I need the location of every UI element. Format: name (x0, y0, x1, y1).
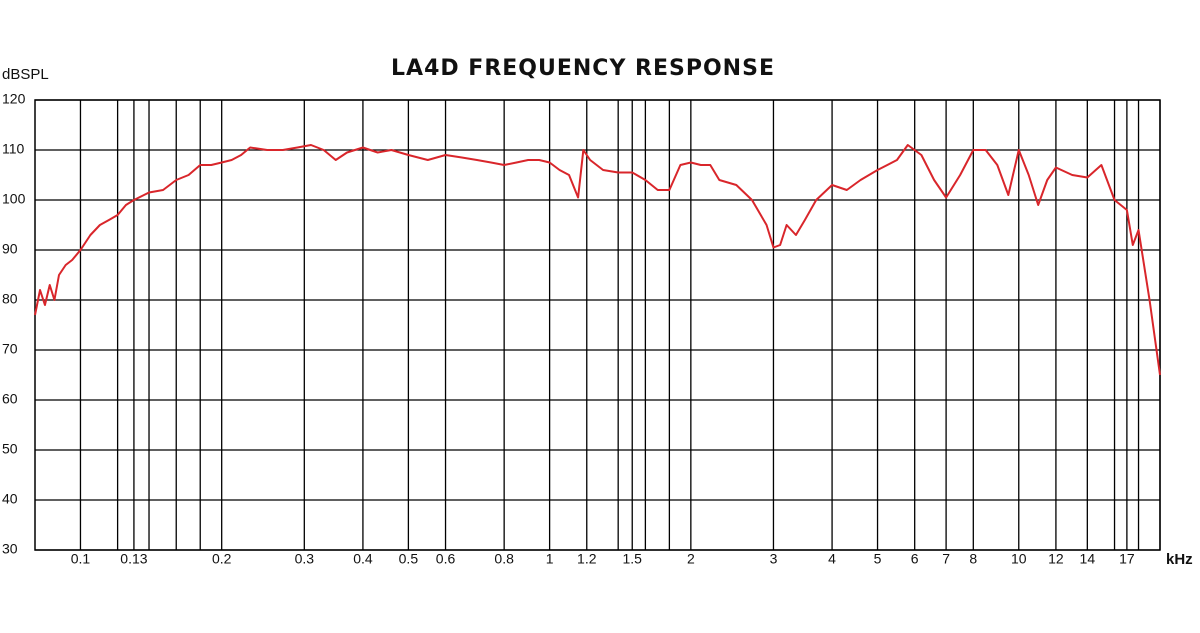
y-tick-label: 60 (2, 391, 18, 407)
line-series (34, 144, 1161, 376)
y-tick-label: 80 (2, 291, 18, 307)
x-tick-label: 0.4 (353, 551, 373, 567)
x-tick-label: 0.6 (436, 551, 456, 567)
x-tick-label: 0.1 (71, 551, 91, 567)
x-tick-label: 12 (1048, 551, 1064, 567)
x-tick-label: 0.2 (212, 551, 232, 567)
y-tick-label: 40 (2, 491, 18, 507)
x-tick-label: 4 (828, 551, 836, 567)
x-tick-label: 3 (770, 551, 778, 567)
y-tick-label: 120 (2, 91, 26, 107)
x-axis-label: kHz (1166, 551, 1193, 568)
x-tick-label: 7 (942, 551, 950, 567)
x-tick-label: 0.13 (120, 551, 147, 567)
x-tick-label: 0.5 (399, 551, 419, 567)
y-tick-label: 90 (2, 241, 18, 257)
x-tick-label: 1 (546, 551, 554, 567)
x-tick-label: 2 (687, 551, 695, 567)
y-tick-label: 30 (2, 541, 18, 557)
x-tick-label: 8 (969, 551, 977, 567)
x-tick-label: 6 (911, 551, 919, 567)
chart-title: LA4D FREQUENCY RESPONSE (391, 56, 775, 81)
y-axis-label: dBSPL (2, 66, 49, 83)
x-tick-label: 17 (1119, 551, 1135, 567)
x-tick-label: 1.5 (622, 551, 642, 567)
y-tick-label: 70 (2, 341, 18, 357)
y-tick-label: 100 (2, 191, 26, 207)
x-tick-label: 1.2 (577, 551, 597, 567)
x-tick-label: 5 (874, 551, 882, 567)
y-tick-label: 50 (2, 441, 18, 457)
x-tick-label: 14 (1080, 551, 1096, 567)
x-tick-label: 10 (1011, 551, 1027, 567)
y-tick-label: 110 (2, 141, 25, 157)
plot-frame (34, 99, 1161, 551)
x-tick-label: 0.8 (494, 551, 514, 567)
x-tick-label: 0.3 (295, 551, 315, 567)
